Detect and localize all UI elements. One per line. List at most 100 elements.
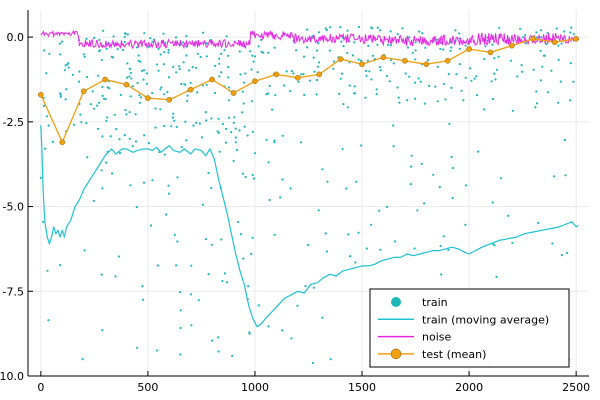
train-point bbox=[250, 100, 253, 103]
train-point bbox=[167, 51, 170, 54]
train-point bbox=[231, 354, 234, 357]
train-point bbox=[557, 58, 560, 61]
train-point bbox=[251, 54, 254, 57]
train-point bbox=[370, 78, 373, 81]
train-point bbox=[100, 273, 103, 276]
train-point bbox=[357, 58, 360, 61]
train-point bbox=[173, 119, 176, 122]
train-point bbox=[378, 65, 382, 69]
train-point bbox=[100, 58, 103, 61]
train-point bbox=[205, 55, 208, 58]
test-mean-point bbox=[402, 58, 408, 64]
train-point bbox=[370, 26, 373, 29]
moving-average-polyline bbox=[40, 125, 579, 328]
train-point bbox=[47, 319, 50, 322]
train-point bbox=[250, 252, 253, 255]
test-mean-point bbox=[187, 86, 194, 93]
train-point bbox=[440, 273, 443, 276]
train-point bbox=[464, 184, 468, 187]
test-mean-point bbox=[423, 61, 430, 67]
train-point bbox=[151, 40, 154, 43]
train-scatter bbox=[39, 25, 575, 368]
train-point bbox=[63, 69, 66, 72]
train-point bbox=[60, 40, 64, 43]
train-point bbox=[190, 324, 193, 327]
train-point bbox=[312, 56, 315, 59]
train-point bbox=[449, 49, 452, 53]
train-point bbox=[159, 108, 162, 111]
train-point bbox=[218, 57, 221, 60]
train-point bbox=[114, 275, 117, 278]
train-point bbox=[42, 220, 45, 223]
train-point bbox=[192, 124, 195, 127]
train-point bbox=[48, 52, 51, 55]
train-point bbox=[353, 85, 356, 88]
train-point bbox=[297, 80, 300, 83]
train-point bbox=[83, 249, 86, 252]
train-point bbox=[285, 70, 288, 73]
train-point bbox=[111, 172, 114, 175]
train-point bbox=[200, 136, 204, 139]
train-point bbox=[458, 32, 461, 35]
train-point bbox=[317, 209, 320, 212]
train-point bbox=[126, 76, 129, 79]
train-point bbox=[346, 51, 349, 55]
train-point bbox=[507, 214, 510, 217]
train-point bbox=[170, 125, 173, 128]
train-point bbox=[281, 178, 284, 181]
train-point bbox=[271, 108, 274, 111]
train-point bbox=[217, 131, 220, 134]
y-tick-label: -7.5 bbox=[3, 285, 24, 298]
train-point bbox=[564, 174, 567, 177]
x-tick-label: 2000 bbox=[455, 381, 483, 394]
train-point bbox=[341, 148, 344, 151]
train-point bbox=[560, 42, 563, 45]
x-tick-label: 0 bbox=[37, 381, 44, 394]
train-point bbox=[281, 329, 284, 332]
train-point bbox=[534, 106, 537, 109]
train-point bbox=[325, 250, 328, 253]
train-point bbox=[495, 275, 498, 278]
train-point bbox=[142, 78, 145, 81]
train-point bbox=[570, 26, 573, 29]
train-point bbox=[210, 186, 213, 190]
train-point bbox=[119, 93, 122, 97]
train-point bbox=[242, 81, 246, 84]
train-point bbox=[267, 161, 270, 164]
train-point bbox=[392, 145, 395, 148]
train-point bbox=[191, 66, 194, 69]
train-point bbox=[160, 86, 163, 89]
train-point bbox=[202, 31, 205, 34]
train-point bbox=[307, 243, 310, 247]
train-point bbox=[134, 140, 138, 143]
train-point bbox=[167, 48, 170, 52]
train-point bbox=[185, 35, 188, 38]
train-point bbox=[97, 74, 100, 77]
train-point bbox=[339, 26, 342, 29]
train-point bbox=[397, 96, 400, 99]
train-point bbox=[414, 58, 417, 61]
train-point bbox=[375, 88, 378, 91]
train-point bbox=[227, 66, 230, 69]
legend-label: test (mean) bbox=[422, 348, 486, 361]
train-point bbox=[217, 336, 220, 339]
train-point bbox=[126, 62, 129, 65]
train-point bbox=[392, 124, 395, 127]
train-point bbox=[143, 134, 146, 137]
train-point bbox=[442, 82, 445, 85]
train-point bbox=[539, 79, 543, 82]
train-point bbox=[475, 94, 479, 97]
train-point bbox=[105, 161, 108, 164]
train-point bbox=[210, 117, 213, 120]
train-point bbox=[186, 99, 189, 103]
train-point bbox=[247, 285, 250, 288]
train-point bbox=[516, 75, 519, 78]
train-point bbox=[410, 154, 413, 157]
train-point bbox=[555, 27, 558, 30]
train-point bbox=[223, 49, 226, 52]
train-point bbox=[423, 102, 426, 105]
train-point bbox=[142, 69, 146, 72]
train-point bbox=[328, 49, 331, 52]
legend-label: train bbox=[422, 296, 448, 309]
train-point bbox=[273, 139, 276, 142]
